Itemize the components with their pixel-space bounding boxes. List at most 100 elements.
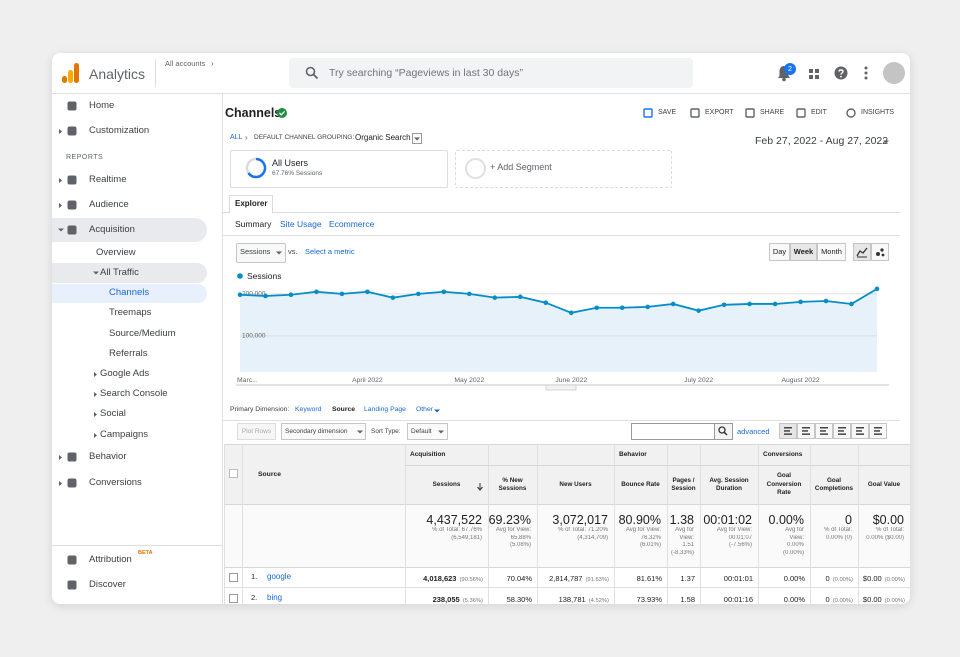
nav-arrow[interactable] [93, 391, 100, 398]
nav-arrow[interactable] [58, 202, 65, 209]
nav-item[interactable]: Audience [89, 199, 129, 210]
sort-select[interactable] [407, 423, 448, 440]
column-header[interactable]: % New Sessions [498, 476, 527, 493]
caret [414, 137, 420, 141]
column-header[interactable]: Bounce Rate [621, 480, 660, 488]
cell: 0 (0.00%) [810, 571, 853, 583]
nav-arrow[interactable] [58, 454, 65, 461]
advanced-link[interactable]: advanced [737, 426, 770, 436]
line-icon [856, 247, 868, 258]
checkbox[interactable] [229, 593, 238, 603]
avatar[interactable] [883, 62, 905, 84]
nav-item[interactable]: Social [100, 408, 126, 419]
chart-type-button[interactable] [871, 243, 889, 261]
total-value: 69.23% [488, 513, 531, 527]
nav-item[interactable]: Customization [89, 125, 150, 136]
product-name: Analytics [89, 66, 146, 82]
toolbar-button[interactable]: EXPORT [705, 109, 734, 116]
segment[interactable] [230, 150, 448, 188]
nav-item[interactable]: Conversions [89, 477, 142, 488]
table-search[interactable] [631, 423, 716, 440]
nav-item[interactable]: Treemaps [109, 307, 152, 318]
nav-item[interactable]: Channels [109, 287, 150, 298]
secondary-select[interactable] [281, 423, 366, 440]
checkbox[interactable] [229, 572, 238, 582]
column-border [667, 444, 668, 604]
column-header[interactable]: Avg. Session Duration [709, 476, 749, 493]
nav-arrow[interactable] [58, 177, 65, 184]
period-button[interactable] [769, 243, 790, 261]
nav-arrow[interactable] [93, 371, 100, 378]
nav-item[interactable]: Attribution [89, 554, 132, 565]
nav-arrow[interactable] [93, 411, 100, 418]
dimension-option[interactable]: Source [332, 406, 356, 413]
nav-arrow[interactable] [58, 480, 65, 487]
checkbox[interactable] [229, 469, 238, 478]
period-button[interactable] [817, 243, 846, 261]
column-border [758, 444, 759, 604]
column-header[interactable]: Goal Completions [814, 476, 854, 493]
dimension-option[interactable]: Other [416, 406, 433, 413]
period-button[interactable] [790, 243, 817, 261]
total-detail: % of Total: [876, 527, 904, 533]
dimension-option[interactable]: Landing Page [364, 406, 406, 413]
column-header[interactable]: Pages / Session [671, 476, 696, 493]
toolbar-button[interactable]: SAVE [658, 109, 677, 116]
apps-icon[interactable] [808, 68, 820, 80]
column-border [858, 444, 859, 604]
nav-item[interactable]: Acquisition [89, 224, 135, 235]
secondary-label: Secondary dimension [285, 427, 348, 435]
date-range[interactable]: Feb 27, 2022 - Aug 27, 2022 [755, 135, 889, 147]
breadcrumb-all[interactable]: ALL [230, 134, 243, 141]
plot-rows[interactable] [237, 423, 276, 440]
add-segment[interactable] [455, 150, 672, 188]
nav-item[interactable]: Referrals [109, 348, 148, 359]
nav-item[interactable]: Behavior [89, 451, 127, 462]
nav-item[interactable]: Overview [96, 247, 136, 258]
total-detail: (4,314,709) [577, 534, 608, 541]
nav-item[interactable]: Campaigns [100, 429, 149, 440]
account-picker[interactable]: All accounts [165, 59, 206, 68]
row-source[interactable]: google [267, 571, 292, 581]
more-icon[interactable] [863, 66, 869, 80]
nav-item[interactable]: Google Ads [100, 368, 150, 379]
toolbar-button[interactable]: INSIGHTS [861, 109, 895, 116]
nav-arrow[interactable] [58, 128, 65, 135]
nav-arrow[interactable] [58, 227, 65, 234]
nav-item[interactable]: Source/Medium [109, 328, 176, 339]
cell-value: 73.93% [636, 594, 662, 604]
toolbar-button[interactable]: EDIT [811, 109, 827, 116]
metric-select[interactable] [236, 243, 286, 263]
nav-item[interactable]: Search Console [100, 388, 168, 399]
nav-item[interactable]: Discover [89, 579, 126, 590]
subtab[interactable]: Ecommerce [329, 219, 375, 229]
sidebar-divider [52, 545, 222, 546]
row-source[interactable]: bing [267, 592, 283, 602]
nav-arrow[interactable] [93, 432, 100, 439]
tab[interactable] [229, 195, 273, 214]
column-header[interactable]: Source [258, 471, 282, 478]
column-header[interactable]: Goal Conversion Rate [766, 472, 802, 497]
column-header[interactable]: New Users [559, 480, 592, 488]
metric-compare[interactable]: Select a metric [305, 247, 355, 256]
nav-arrow[interactable] [93, 270, 100, 277]
nav-item[interactable]: All Traffic [100, 267, 139, 278]
dimension-option[interactable]: Keyword [295, 406, 322, 413]
column-header[interactable]: Sessions [432, 480, 461, 488]
search-box[interactable] [289, 58, 693, 88]
y-tick-label: 200,000 [242, 291, 266, 298]
account-arrow[interactable]: › [211, 59, 214, 68]
table-search-button[interactable] [714, 423, 733, 440]
breadcrumb-value[interactable]: Organic Search [355, 133, 411, 142]
segment-name: All Users [272, 158, 309, 168]
nav-item[interactable]: Realtime [89, 174, 127, 185]
sidebar-border [222, 94, 223, 604]
help-icon[interactable] [834, 66, 848, 80]
subtab[interactable]: Site Usage [280, 219, 322, 229]
subtab[interactable]: Summary [235, 219, 272, 229]
toolbar-button[interactable]: SHARE [760, 109, 785, 116]
column-header[interactable]: Goal Value [867, 480, 901, 488]
page-title: Channels [225, 106, 282, 120]
sort-arrow [477, 483, 483, 491]
nav-item[interactable]: Home [89, 100, 115, 111]
